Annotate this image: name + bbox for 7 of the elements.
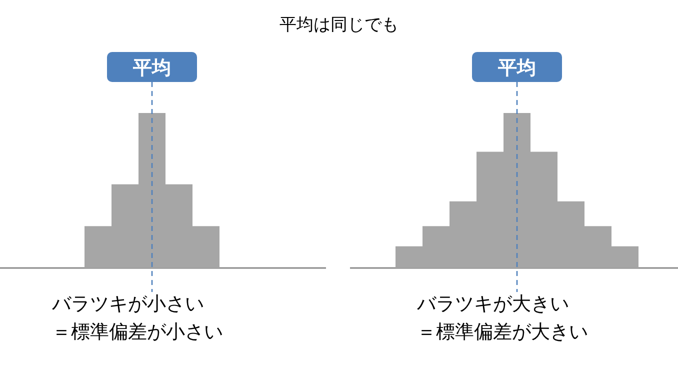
- text: 平均: [497, 57, 536, 79]
- text: ＝標準偏差が小さい: [52, 321, 223, 343]
- text: 平均は同じでも: [280, 15, 398, 35]
- text: バラツキが小さい: [51, 293, 204, 315]
- text: ＝標準偏差が大きい: [417, 321, 588, 343]
- text: 平均: [132, 57, 171, 79]
- text: バラツキが大きい: [416, 293, 569, 315]
